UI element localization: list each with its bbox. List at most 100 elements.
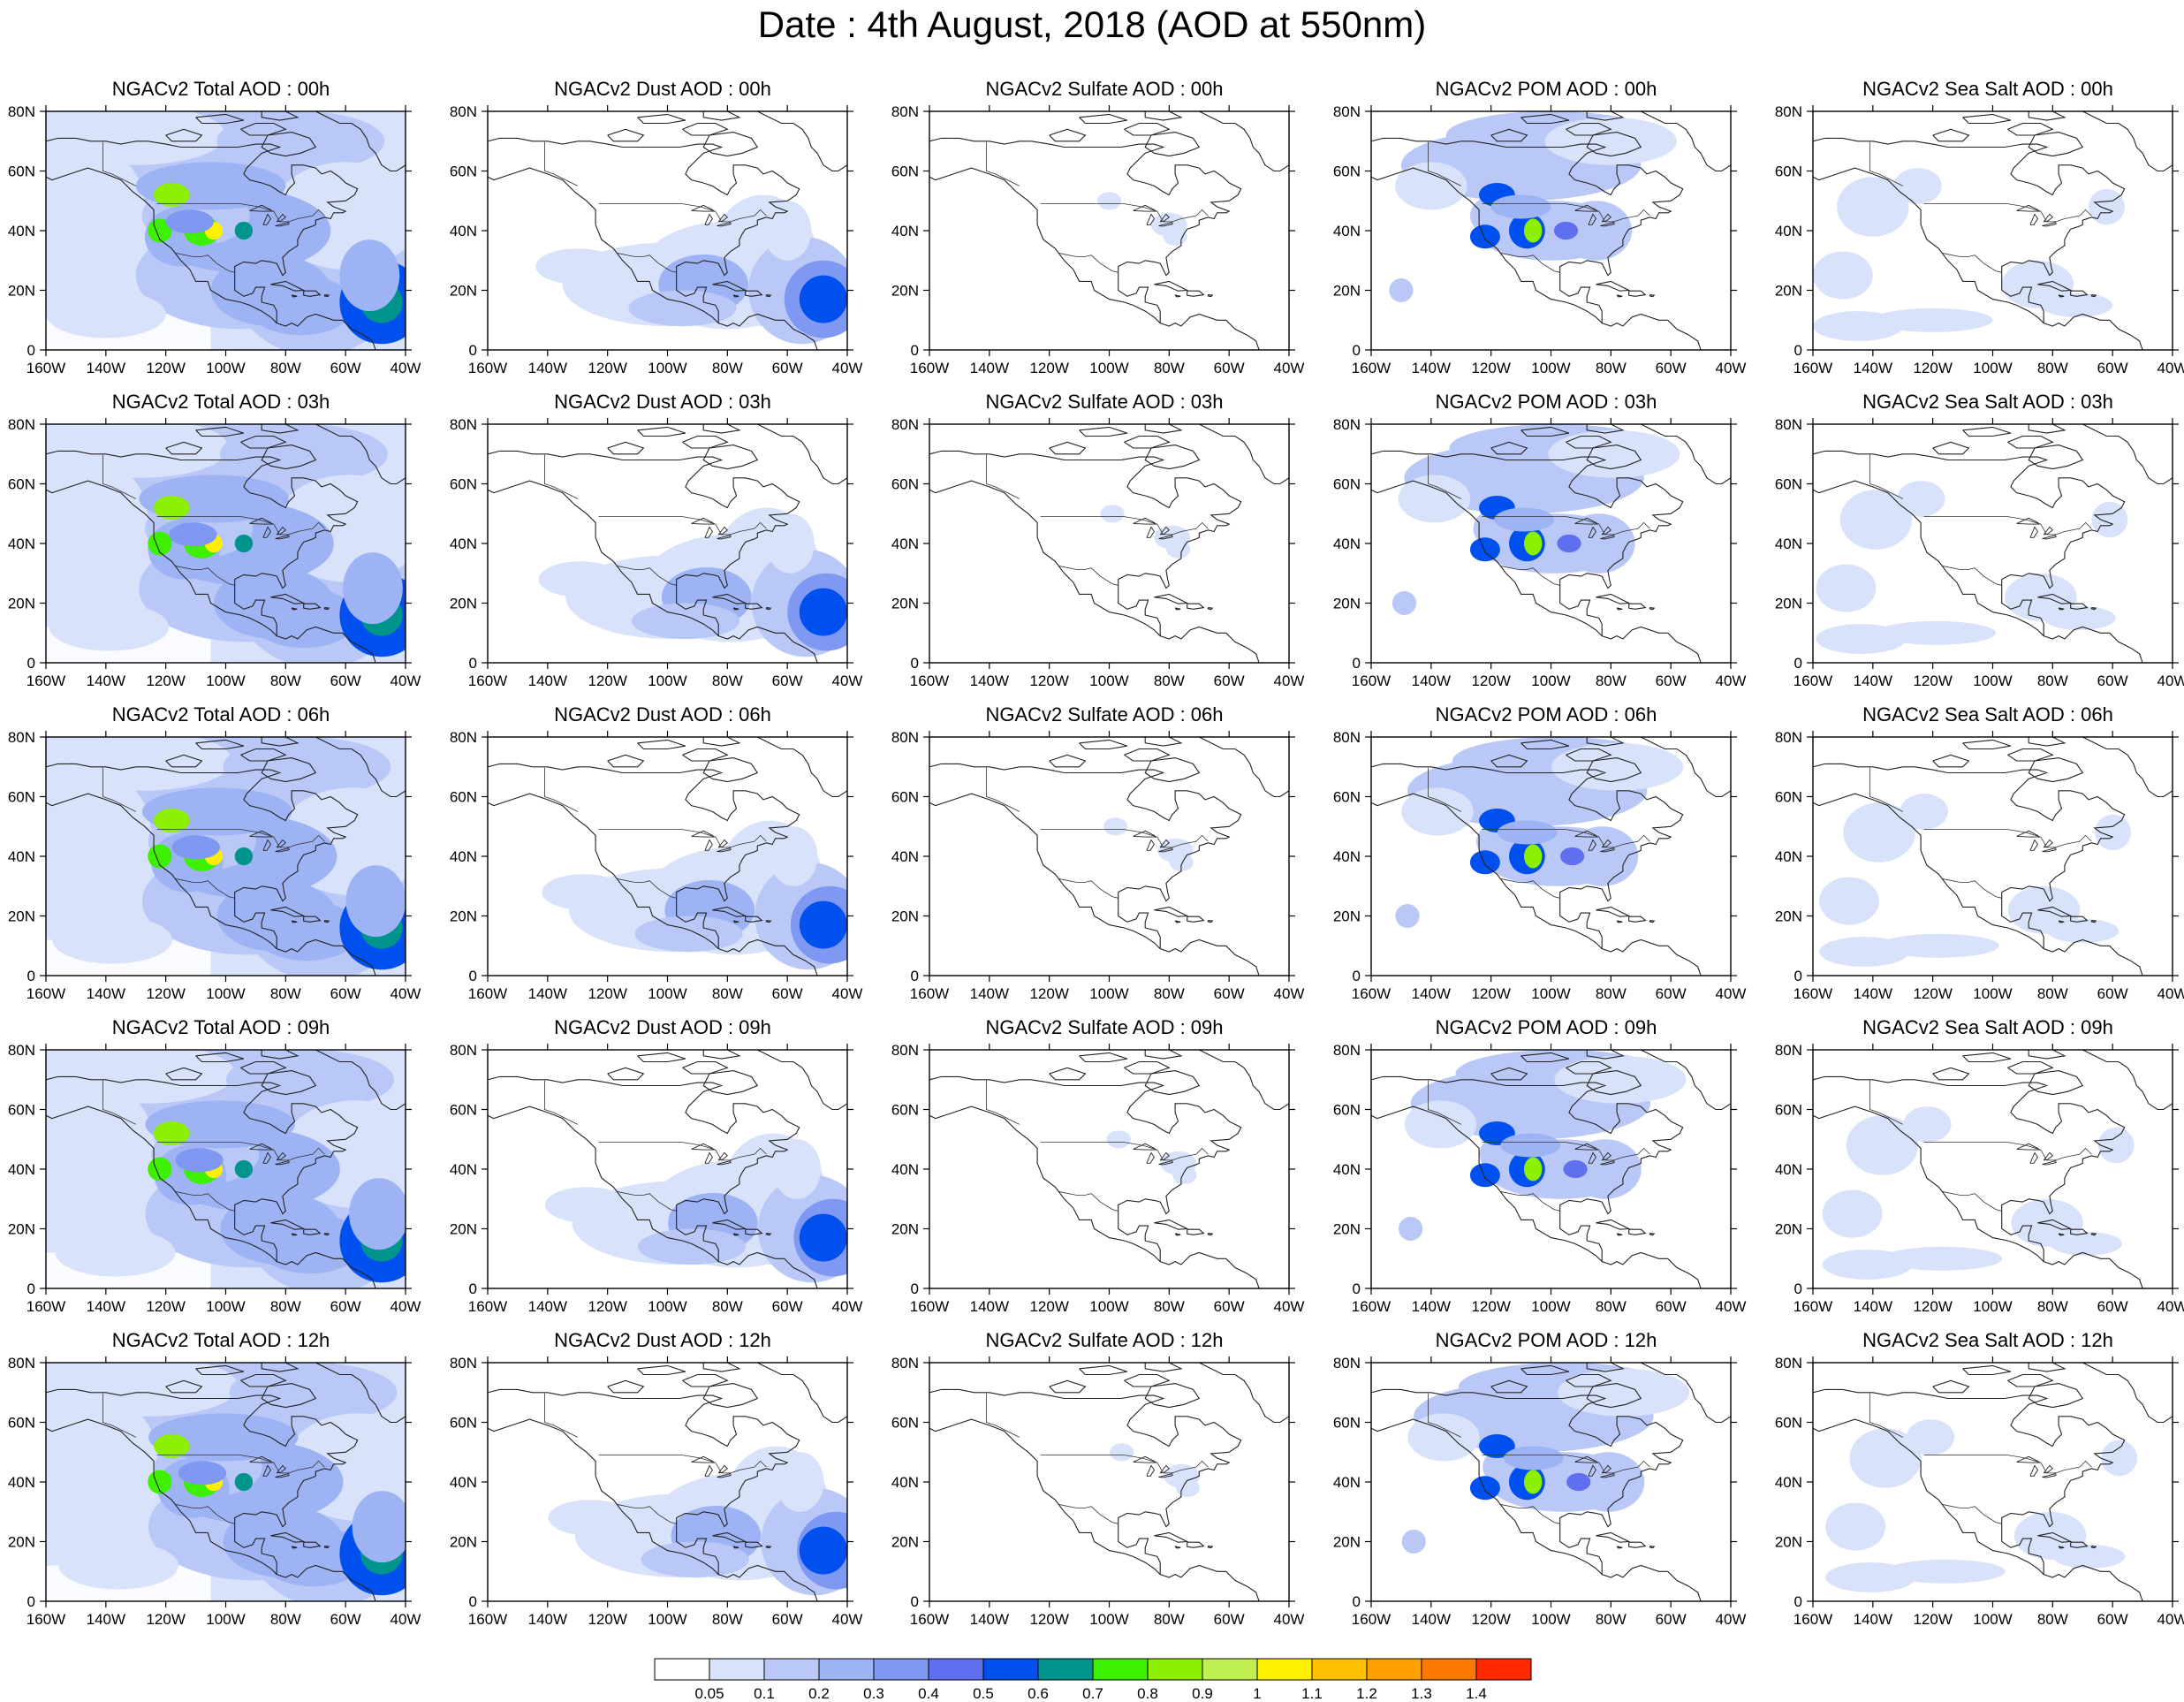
map-svg: 160W 140W 120W 100W 80W 60W 40W 0 20N 40N 60N 80N xyxy=(1333,1042,1747,1315)
lat-tick-label: 60N xyxy=(450,163,477,180)
coastlines xyxy=(1371,737,1731,976)
aod-region xyxy=(538,561,623,597)
lon-tick-label: 160W xyxy=(1352,985,1391,1002)
lat-tick-label: 40N xyxy=(8,848,35,865)
lat-tick-label: 0 xyxy=(27,968,35,984)
lat-tick-label: 0 xyxy=(27,1280,35,1297)
panel-title: NGACv2 POM AOD : 06h xyxy=(1435,703,1657,726)
lon-tick-label: 80W xyxy=(2037,1611,2068,1628)
map-panel-pom-00h: NGACv2 POM AOD : 00h 160W 140W 120W 100W 80W 6… xyxy=(1325,0,1767,376)
lat-tick-label: 20N xyxy=(8,596,35,612)
aod-region xyxy=(1872,308,1993,332)
map-panel-dust-06h: NGACv2 Dust AOD : 06h 160W 140W 120W 100W 80W… xyxy=(442,626,883,1002)
lon-tick-label: 60W xyxy=(1656,985,1687,1002)
aod-region xyxy=(776,1452,824,1512)
lat-tick-label: 20N xyxy=(450,1534,477,1551)
aod-region xyxy=(1569,1139,1642,1199)
coastlines xyxy=(1813,1050,2173,1288)
aod-region xyxy=(1401,1530,1426,1554)
lon-tick-label: 160W xyxy=(910,985,949,1002)
aod-region xyxy=(770,826,818,886)
panel-title: NGACv2 Dust AOD : 03h xyxy=(554,391,771,413)
lon-tick-label: 40W xyxy=(1716,360,1747,376)
lon-tick-label: 100W xyxy=(1973,985,2012,1002)
panel-title: NGACv2 Sulfate AOD : 00h xyxy=(985,78,1224,100)
lon-tick-label: 120W xyxy=(588,1611,626,1628)
aod-region xyxy=(1500,1133,1561,1158)
lat-tick-label: 0 xyxy=(1794,968,1802,984)
lon-tick-label: 80W xyxy=(712,1298,743,1315)
map-svg: 160W 140W 120W 100W 80W 60W 40W 0 20N 40N 60N 80N xyxy=(891,416,1305,689)
map-svg: 160W 140W 120W 100W 80W 60W 40W 0 20N 40N 60N 80N xyxy=(1333,729,1747,1002)
map-svg: 160W 140W 120W 100W 80W 60W 40W 0 20N 40N 60N 80N xyxy=(1333,1355,1747,1628)
lon-tick-label: 120W xyxy=(1913,985,1952,1002)
lat-tick-label: 80N xyxy=(450,416,477,433)
lon-tick-label: 120W xyxy=(1029,672,1068,689)
lon-tick-label: 120W xyxy=(146,985,185,1002)
panel-title: NGACv2 Sulfate AOD : 03h xyxy=(985,391,1224,413)
aod-region xyxy=(1563,1159,1588,1179)
lat-tick-label: 80N xyxy=(450,1355,477,1371)
map-panel-pom-12h: NGACv2 POM AOD : 12h 160W 140W 120W 100W 80W 6… xyxy=(1325,1251,1767,1628)
colorbar-box xyxy=(982,1658,1039,1681)
aod-region xyxy=(46,290,166,338)
lat-tick-label: 40N xyxy=(891,223,919,239)
coastlines xyxy=(1371,1363,1731,1601)
aod-region xyxy=(1103,817,1128,836)
aod-field xyxy=(488,111,847,350)
aod-region xyxy=(178,1461,227,1485)
coastlines xyxy=(46,1050,406,1288)
aod-region xyxy=(1469,1163,1500,1188)
colorbar-box xyxy=(928,1658,984,1681)
colorbar-label: 0.8 xyxy=(1137,1685,1158,1702)
aod-region xyxy=(1469,537,1500,562)
lon-tick-label: 60W xyxy=(2097,985,2128,1002)
aod-region xyxy=(52,916,172,964)
lon-tick-label: 140W xyxy=(528,1298,567,1315)
lon-tick-label: 120W xyxy=(146,1611,185,1628)
lon-tick-label: 60W xyxy=(330,1611,361,1628)
aod-region xyxy=(1839,490,1913,550)
lon-tick-label: 100W xyxy=(206,1298,245,1315)
lon-tick-label: 60W xyxy=(2097,1298,2128,1315)
aod-region xyxy=(548,1500,633,1536)
colorbar-box xyxy=(1475,1658,1532,1681)
colorbar-box xyxy=(1147,1658,1203,1681)
panel-title: NGACv2 POM AOD : 03h xyxy=(1435,391,1657,413)
lon-tick-label: 60W xyxy=(1214,1611,1245,1628)
lon-tick-label: 160W xyxy=(910,1298,949,1315)
map-panel-sulfate-12h: NGACv2 Sulfate AOD : 12h 160W 140W 120W 100W… xyxy=(883,1251,1325,1628)
panel-title: NGACv2 POM AOD : 00h xyxy=(1435,78,1657,100)
lon-tick-label: 40W xyxy=(1274,1611,1305,1628)
aod-region xyxy=(1490,194,1551,219)
lat-tick-label: 80N xyxy=(450,103,477,120)
lon-tick-label: 60W xyxy=(330,360,361,376)
lat-tick-label: 40N xyxy=(8,223,35,239)
map-svg: 160W 140W 120W 100W 80W 60W 40W 0 20N 40N 60N 80N xyxy=(891,103,1305,376)
lat-tick-label: 20N xyxy=(8,283,35,300)
aod-region xyxy=(634,916,743,953)
coastlines xyxy=(1371,1050,1731,1288)
map-panel-pom-03h: NGACv2 POM AOD : 03h 160W 140W 120W 100W 80W 6… xyxy=(1325,313,1767,689)
aod-region xyxy=(1494,507,1554,532)
lon-tick-label: 60W xyxy=(330,672,361,689)
lon-tick-label: 40W xyxy=(832,985,863,1002)
lat-tick-label: 80N xyxy=(1333,103,1361,120)
lon-tick-label: 120W xyxy=(588,985,626,1002)
lon-tick-label: 140W xyxy=(970,672,1009,689)
lon-tick-label: 120W xyxy=(1471,985,1510,1002)
aod-region xyxy=(1524,844,1543,869)
aod-region xyxy=(2097,1127,2135,1164)
lon-tick-label: 120W xyxy=(146,360,185,376)
lon-tick-label: 60W xyxy=(1214,360,1245,376)
lat-tick-label: 80N xyxy=(891,1355,919,1371)
lat-tick-label: 60N xyxy=(8,476,35,493)
lon-tick-label: 40W xyxy=(2157,1611,2184,1628)
aod-region xyxy=(1843,802,1915,862)
lon-tick-label: 160W xyxy=(468,672,507,689)
lon-tick-label: 80W xyxy=(712,360,743,376)
aod-region xyxy=(219,424,388,484)
lon-tick-label: 40W xyxy=(832,672,863,689)
panel-title: NGACv2 Total AOD : 12h xyxy=(111,1329,330,1351)
map-svg: 160W 140W 120W 100W 80W 60W 40W 0 20N 40N 60N 80N xyxy=(450,1042,863,1315)
